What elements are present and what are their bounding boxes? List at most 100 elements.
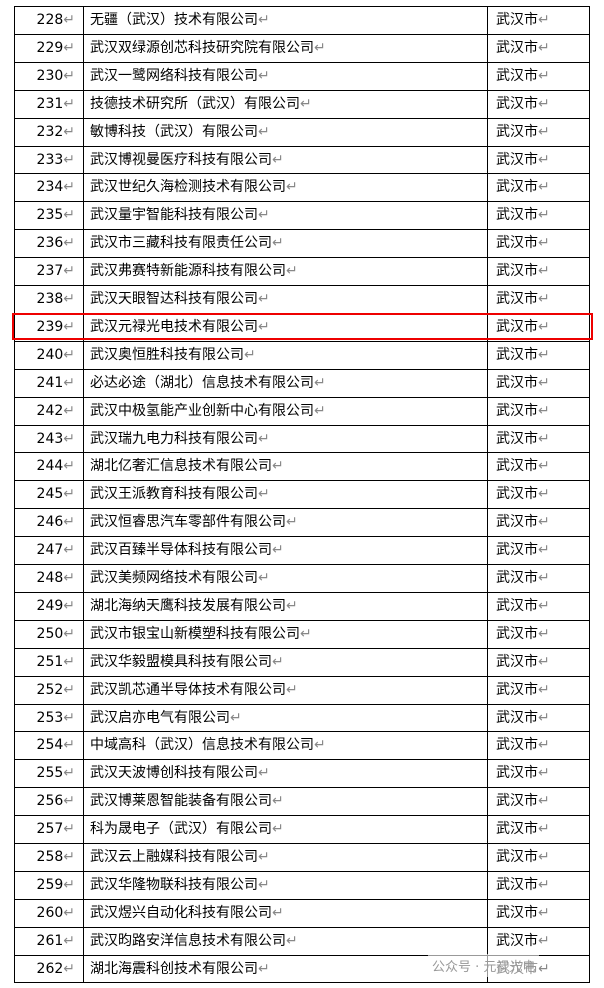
row-number: 260↵	[14, 899, 83, 927]
table-row: 259↵ 武汉华隆物联科技有限公司↵ 武汉市↵	[14, 870, 590, 899]
row-number: 244↵	[14, 453, 83, 481]
company-name: 武汉一鹭网络科技有限公司↵	[83, 62, 487, 90]
row-number: 262↵	[14, 955, 83, 983]
city: 武汉市↵	[487, 202, 590, 230]
city: 武汉市↵	[487, 313, 590, 341]
city: 武汉市↵	[487, 648, 590, 676]
company-name: 必达必途（湖北）信息技术有限公司↵	[83, 369, 487, 397]
company-name: 武汉弗赛特新能源科技有限公司↵	[83, 258, 487, 286]
row-number: 230↵	[14, 62, 83, 90]
row-number: 242↵	[14, 397, 83, 425]
table-row: 235↵ 武汉量宇智能科技有限公司↵ 武汉市↵	[14, 201, 590, 230]
table-row: 247↵ 武汉百臻半导体科技有限公司↵ 武汉市↵	[14, 536, 590, 565]
city: 武汉市↵	[487, 676, 590, 704]
row-number: 252↵	[14, 676, 83, 704]
city: 武汉市↵	[487, 899, 590, 927]
table-row: 244↵ 湖北亿奢汇信息技术有限公司↵ 武汉市↵	[14, 452, 590, 481]
company-name: 武汉中极氢能产业创新中心有限公司↵	[83, 397, 487, 425]
city: 武汉市↵	[487, 732, 590, 760]
company-name: 武汉量宇智能科技有限公司↵	[83, 202, 487, 230]
table-row: 252↵ 武汉凯芯通半导体技术有限公司↵ 武汉市↵	[14, 675, 590, 704]
table-row: 245↵ 武汉王派教育科技有限公司↵ 武汉市↵	[14, 480, 590, 509]
row-number: 228↵	[14, 7, 83, 34]
highlight-box	[12, 312, 593, 340]
table-row: 242↵ 武汉中极氢能产业创新中心有限公司↵ 武汉市↵	[14, 396, 590, 425]
row-number: 254↵	[14, 732, 83, 760]
row-number: 237↵	[14, 258, 83, 286]
row-number: 247↵	[14, 537, 83, 565]
row-number: 255↵	[14, 760, 83, 788]
table-row: 241↵ 必达必途（湖北）信息技术有限公司↵ 武汉市↵	[14, 368, 590, 397]
row-number: 243↵	[14, 425, 83, 453]
table-row: 258↵ 武汉云上融媒科技有限公司↵ 武汉市↵	[14, 843, 590, 871]
company-name: 武汉市三藏科技有限责任公司↵	[83, 230, 487, 258]
company-name: 中域高科（武汉）信息技术有限公司↵	[83, 732, 487, 760]
city: 武汉市↵	[487, 844, 590, 871]
city: 武汉市↵	[487, 565, 590, 592]
table-row: 236↵ 武汉市三藏科技有限责任公司↵ 武汉市↵	[14, 229, 590, 258]
company-name: 科为晟电子（武汉）有限公司↵	[83, 816, 487, 844]
row-number: 258↵	[14, 844, 83, 871]
company-name: 武汉百臻半导体科技有限公司↵	[83, 537, 487, 565]
table-row: 240↵ 武汉奥恒胜科技有限公司↵ 武汉市↵	[14, 340, 590, 369]
city: 武汉市↵	[487, 397, 590, 425]
row-number: 251↵	[14, 648, 83, 676]
table-row: 228↵ 无疆（武汉）技术有限公司↵ 武汉市↵	[14, 6, 590, 34]
table-row: 238↵ 武汉天眼智达科技有限公司↵ 武汉市↵	[14, 285, 590, 313]
row-number: 234↵	[14, 174, 83, 202]
row-number: 240↵	[14, 341, 83, 369]
company-name: 武汉王派教育科技有限公司↵	[83, 481, 487, 509]
city: 武汉市↵	[487, 34, 590, 62]
table-row: 230↵ 武汉一鹭网络科技有限公司↵ 武汉市↵	[14, 61, 590, 90]
table-row: 250↵ 武汉市银宝山新模塑科技有限公司↵ 武汉市↵	[14, 619, 590, 648]
row-number: 235↵	[14, 202, 83, 230]
city: 武汉市↵	[487, 7, 590, 34]
city: 武汉市↵	[487, 788, 590, 816]
city: 武汉市↵	[487, 816, 590, 844]
company-name: 武汉凯芯通半导体技术有限公司↵	[83, 676, 487, 704]
company-name: 武汉元禄光电技术有限公司↵	[83, 313, 487, 341]
table-row: 237↵ 武汉弗赛特新能源科技有限公司↵ 武汉市↵	[14, 257, 590, 286]
company-name: 武汉云上融媒科技有限公司↵	[83, 844, 487, 871]
company-name: 湖北海震科创技术有限公司↵	[83, 955, 487, 983]
row-number: 256↵	[14, 788, 83, 816]
table-row: 233↵ 武汉博视曼医疗科技有限公司↵ 武汉市↵	[14, 145, 590, 174]
row-number: 249↵	[14, 592, 83, 620]
table-row: 248↵ 武汉美频网络技术有限公司↵ 武汉市↵	[14, 564, 590, 592]
row-number: 259↵	[14, 871, 83, 899]
city: 武汉市↵	[487, 369, 590, 397]
table-row: 231↵ 技德技术研究所（武汉）有限公司↵ 武汉市↵	[14, 89, 590, 118]
company-name: 武汉煜兴自动化科技有限公司↵	[83, 899, 487, 927]
company-name: 武汉市银宝山新模塑科技有限公司↵	[83, 620, 487, 648]
company-name: 敏博科技（武汉）有限公司↵	[83, 118, 487, 146]
company-name: 武汉博莱恩智能装备有限公司↵	[83, 788, 487, 816]
row-number: 245↵	[14, 481, 83, 509]
row-number: 248↵	[14, 565, 83, 592]
company-name: 武汉天眼智达科技有限公司↵	[83, 286, 487, 313]
table-row: 255↵ 武汉天波博创科技有限公司↵ 武汉市↵	[14, 759, 590, 788]
city: 武汉市↵	[487, 620, 590, 648]
city: 武汉市↵	[487, 286, 590, 313]
row-number: 241↵	[14, 369, 83, 397]
row-number: 239↵	[14, 313, 83, 341]
city: 武汉市↵	[487, 453, 590, 481]
city: 武汉市↵	[487, 760, 590, 788]
row-number: 229↵	[14, 34, 83, 62]
company-name: 湖北海纳天鹰科技发展有限公司↵	[83, 592, 487, 620]
city: 武汉市↵	[487, 871, 590, 899]
row-number: 232↵	[14, 118, 83, 146]
city: 武汉市↵	[487, 509, 590, 537]
company-name: 武汉双绿源创芯科技研究院有限公司↵	[83, 34, 487, 62]
company-name: 武汉华隆物联科技有限公司↵	[83, 871, 487, 899]
row-number: 261↵	[14, 927, 83, 955]
city: 武汉市↵	[487, 704, 590, 732]
city: 武汉市↵	[487, 481, 590, 509]
city: 武汉市↵	[487, 118, 590, 146]
row-number: 238↵	[14, 286, 83, 313]
table-row: 246↵ 武汉恒睿思汽车零部件有限公司↵ 武汉市↵	[14, 508, 590, 537]
company-name: 武汉天波博创科技有限公司↵	[83, 760, 487, 788]
row-number: 253↵	[14, 704, 83, 732]
company-name: 武汉美频网络技术有限公司↵	[83, 565, 487, 592]
city: 武汉市↵	[487, 341, 590, 369]
